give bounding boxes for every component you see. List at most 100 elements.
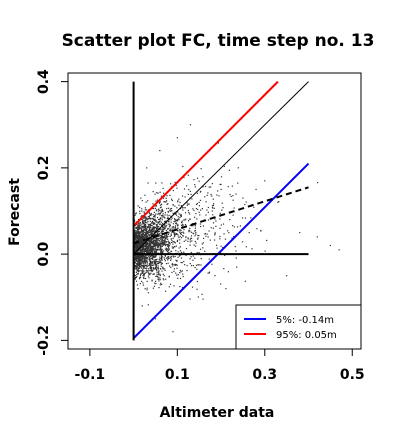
data-point <box>193 216 196 218</box>
data-point <box>159 191 161 193</box>
data-point <box>162 230 164 232</box>
data-point <box>251 248 253 250</box>
data-point <box>150 214 152 216</box>
data-point <box>162 237 164 239</box>
data-point <box>157 268 159 270</box>
data-point <box>152 227 154 229</box>
data-point <box>192 225 194 227</box>
data-point <box>176 267 178 269</box>
data-point <box>157 248 159 250</box>
data-point <box>191 198 193 200</box>
data-point <box>149 243 151 245</box>
data-point <box>172 243 174 245</box>
data-point <box>145 259 147 261</box>
data-point <box>184 264 186 266</box>
data-point <box>145 240 147 242</box>
data-point <box>142 223 144 225</box>
data-point <box>141 243 143 245</box>
data-point <box>161 249 163 251</box>
data-point <box>157 238 159 240</box>
data-point <box>142 246 145 248</box>
data-point <box>235 250 237 252</box>
data-point <box>164 260 166 262</box>
line-95-quantile <box>132 80 279 227</box>
data-point <box>164 234 166 236</box>
data-point <box>154 220 156 222</box>
data-point <box>210 227 212 229</box>
data-point <box>163 192 165 194</box>
data-point <box>145 217 147 219</box>
data-point <box>170 266 172 268</box>
data-point <box>134 255 136 257</box>
data-point <box>136 267 138 269</box>
data-point <box>138 245 140 247</box>
data-point <box>166 203 168 205</box>
data-point <box>152 239 154 241</box>
data-point <box>189 239 191 241</box>
data-point <box>159 209 161 212</box>
data-point <box>253 206 255 208</box>
data-point <box>160 261 162 264</box>
data-point <box>179 229 181 231</box>
data-point <box>168 243 171 245</box>
data-point <box>316 182 319 184</box>
data-point <box>146 287 148 289</box>
data-point <box>179 208 182 210</box>
data-point <box>175 233 177 235</box>
data-point <box>154 261 156 263</box>
data-point <box>165 237 167 239</box>
data-point <box>156 273 158 275</box>
data-point <box>142 260 145 263</box>
data-point <box>205 201 207 203</box>
data-point <box>153 229 156 231</box>
data-point <box>170 250 173 253</box>
data-point <box>134 214 136 216</box>
data-point <box>212 198 214 200</box>
data-point <box>134 236 136 238</box>
data-point <box>144 209 146 211</box>
data-point <box>145 260 147 262</box>
data-point <box>143 223 146 225</box>
data-point <box>159 240 161 242</box>
data-point <box>145 233 147 235</box>
data-point <box>153 207 155 210</box>
data-point <box>147 247 150 249</box>
data-point <box>143 225 145 227</box>
data-point <box>144 263 146 265</box>
data-point <box>210 186 212 188</box>
data-point <box>137 243 140 245</box>
data-point <box>143 234 145 236</box>
data-point <box>191 286 194 288</box>
data-point <box>180 214 182 216</box>
data-point <box>171 263 173 266</box>
data-point <box>146 263 148 265</box>
data-point <box>172 255 174 257</box>
data-point <box>137 265 139 267</box>
data-point <box>171 217 173 219</box>
data-point <box>181 286 184 289</box>
data-point <box>145 245 148 248</box>
data-point <box>199 223 202 225</box>
data-point <box>149 233 152 235</box>
data-point <box>147 223 149 225</box>
data-point <box>140 240 142 242</box>
data-point <box>144 228 146 230</box>
data-point <box>134 247 136 249</box>
data-point <box>154 218 156 220</box>
data-point <box>157 245 159 247</box>
data-point <box>174 205 176 207</box>
data-point <box>161 267 164 269</box>
data-point <box>139 232 141 234</box>
data-point <box>144 288 146 290</box>
data-point <box>142 247 144 249</box>
data-point <box>149 236 151 239</box>
data-point <box>153 219 155 221</box>
data-point <box>142 249 144 251</box>
data-point <box>329 244 331 247</box>
data-point <box>232 195 234 197</box>
data-point <box>178 219 180 221</box>
data-point <box>181 207 183 209</box>
data-point <box>155 213 157 215</box>
data-point <box>144 264 147 267</box>
data-point <box>146 228 148 230</box>
